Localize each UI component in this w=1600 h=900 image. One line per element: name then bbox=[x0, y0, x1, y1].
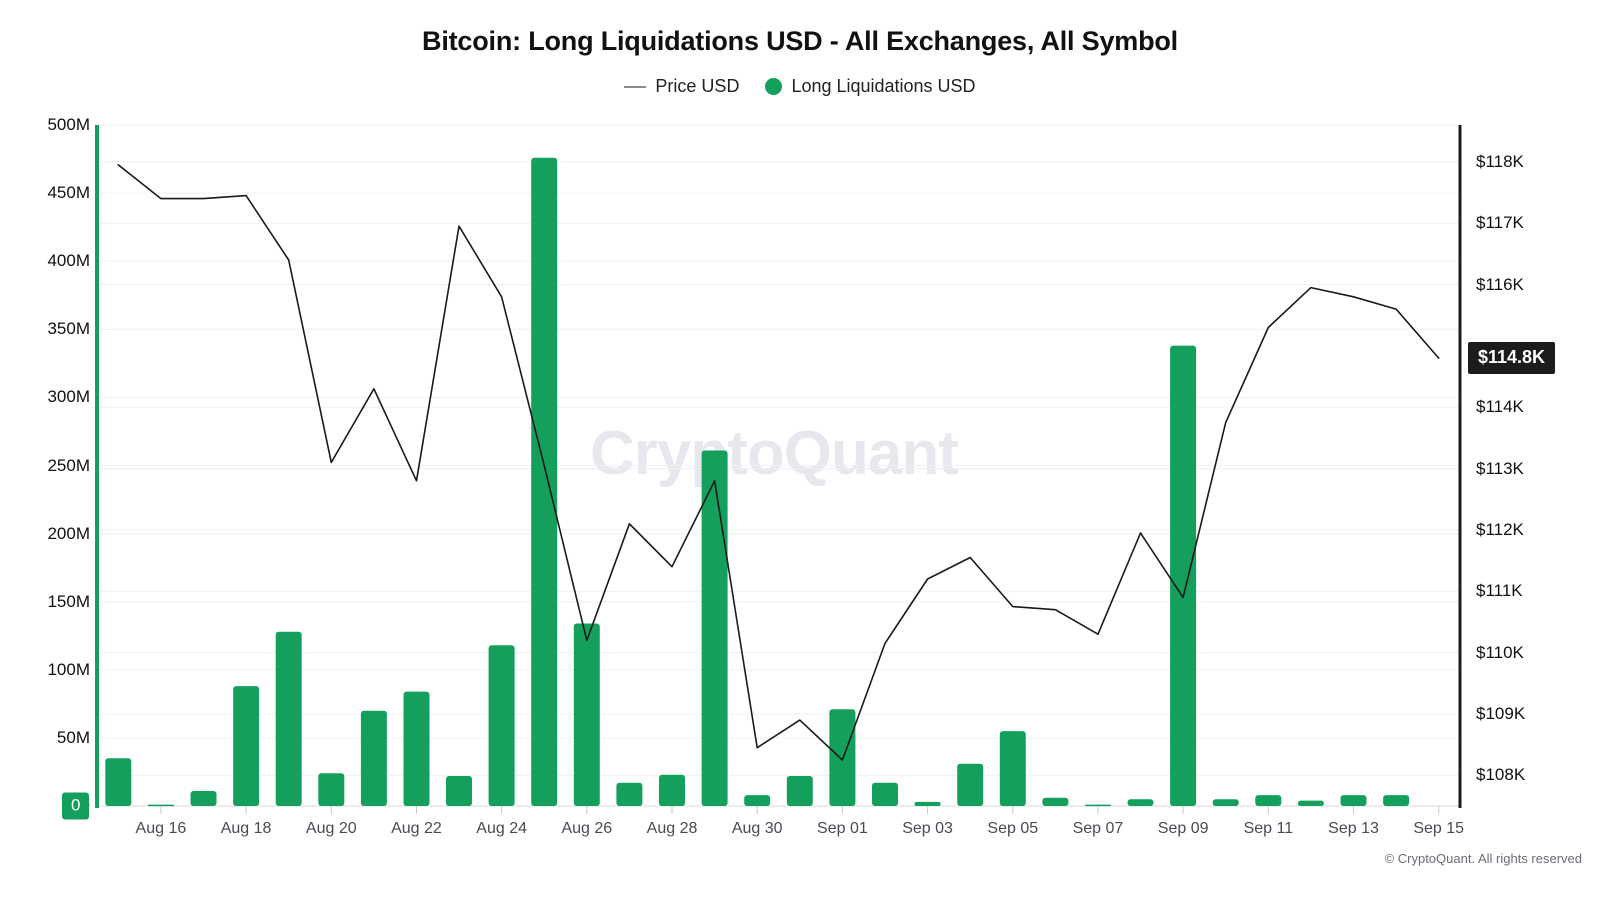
bar[interactable] bbox=[914, 801, 941, 806]
legend-item-price[interactable]: Price USD bbox=[624, 76, 739, 97]
x-tick-label: Aug 24 bbox=[476, 820, 527, 837]
y-right-tick-label: $111K bbox=[1476, 581, 1523, 601]
y-left-tick-label: 500M bbox=[47, 115, 90, 134]
legend-label-price: Price USD bbox=[655, 76, 740, 96]
line-marker-icon bbox=[624, 85, 647, 88]
bar[interactable] bbox=[1297, 800, 1324, 806]
y-right-tick-label: $109K bbox=[1476, 703, 1526, 723]
bar[interactable] bbox=[744, 795, 771, 806]
x-tick-label: Sep 11 bbox=[1243, 820, 1294, 837]
y-left-tick-label: 350M bbox=[47, 319, 90, 339]
y-left-tick-label: 250M bbox=[47, 455, 90, 475]
y-left-tick-label: 400M bbox=[47, 251, 90, 271]
bar[interactable] bbox=[105, 758, 132, 806]
x-tick-label: Aug 30 bbox=[731, 820, 783, 837]
bar[interactable] bbox=[1340, 795, 1367, 806]
bar[interactable] bbox=[872, 782, 898, 806]
y-left-tick-label: 150M bbox=[47, 591, 90, 611]
x-tick-label: Sep 05 bbox=[987, 820, 1039, 837]
bar[interactable] bbox=[786, 776, 813, 806]
y-left-tick-label: 300M bbox=[47, 387, 90, 407]
y-right-tick-label: $114K bbox=[1476, 397, 1524, 417]
copyright-footer: © CryptoQuant. All rights reserved bbox=[1384, 851, 1582, 866]
y-right-tick-label: $118K bbox=[1476, 151, 1524, 171]
x-tick-label: Aug 22 bbox=[391, 820, 442, 837]
bar[interactable] bbox=[1383, 795, 1410, 806]
y-left-tick-label: 200M bbox=[47, 523, 90, 543]
y-right-tick-label: $116K bbox=[1476, 274, 1524, 294]
y-left-tick-label: 100M bbox=[47, 659, 90, 679]
bar[interactable] bbox=[147, 804, 174, 807]
bar[interactable] bbox=[1127, 799, 1154, 806]
bar[interactable] bbox=[1170, 345, 1197, 806]
bar[interactable] bbox=[573, 623, 600, 807]
y-right-tick-label: $112K bbox=[1476, 519, 1524, 539]
x-tick-label: Sep 13 bbox=[1328, 820, 1379, 837]
legend-label-liquidations: Long Liquidations USD bbox=[791, 76, 976, 96]
bar[interactable] bbox=[360, 710, 387, 806]
bar[interactable] bbox=[233, 686, 260, 806]
y-right-tick-label: $117K bbox=[1476, 213, 1524, 233]
y-right-tick-label: $113K bbox=[1476, 458, 1524, 478]
x-tick-label: Aug 28 bbox=[646, 820, 698, 837]
x-tick-label: Sep 07 bbox=[1072, 820, 1124, 837]
circle-marker-icon bbox=[765, 78, 783, 95]
x-tick-label: Aug 26 bbox=[561, 820, 613, 837]
bar[interactable] bbox=[1042, 797, 1069, 806]
bar[interactable] bbox=[318, 773, 345, 806]
y-right-tick-label: $108K bbox=[1476, 765, 1526, 785]
x-tick-label: Sep 15 bbox=[1413, 820, 1465, 837]
price-line bbox=[117, 164, 1440, 761]
x-tick-label: Aug 16 bbox=[135, 820, 187, 837]
bar[interactable] bbox=[1255, 795, 1282, 806]
x-tick-label: Aug 20 bbox=[305, 820, 357, 837]
bar[interactable] bbox=[531, 157, 558, 806]
bar[interactable] bbox=[275, 631, 302, 806]
chart-title: Bitcoin: Long Liquidations USD - All Exc… bbox=[422, 26, 1178, 56]
bar[interactable] bbox=[1085, 804, 1111, 807]
zero-axis-badge: 0 bbox=[62, 792, 90, 820]
bar[interactable] bbox=[403, 691, 430, 806]
bar[interactable] bbox=[1212, 799, 1239, 806]
bar[interactable] bbox=[701, 450, 728, 807]
bar[interactable] bbox=[488, 645, 515, 806]
legend-item-liquidations[interactable]: Long Liquidations USD bbox=[765, 76, 976, 97]
y-left-tick-label: 450M bbox=[47, 183, 90, 203]
x-tick-label: Sep 03 bbox=[902, 820, 953, 837]
bar[interactable] bbox=[446, 776, 472, 806]
current-price-badge: $114.8K bbox=[1468, 342, 1556, 375]
y-right-tick-label: $110K bbox=[1476, 642, 1524, 662]
bar[interactable] bbox=[957, 763, 984, 806]
y-left-tick-label: 50M bbox=[56, 727, 90, 747]
bar[interactable] bbox=[999, 731, 1026, 806]
x-tick-label: Sep 09 bbox=[1157, 820, 1209, 837]
chart-legend: Price USD Long Liquidations USD bbox=[0, 76, 1600, 97]
x-tick-label: Sep 01 bbox=[817, 820, 868, 837]
bar[interactable] bbox=[659, 774, 685, 806]
bar[interactable] bbox=[829, 709, 856, 806]
bar[interactable] bbox=[616, 782, 643, 806]
bar[interactable] bbox=[190, 791, 217, 806]
x-tick-label: Aug 18 bbox=[220, 820, 272, 837]
watermark: CryptoQuant bbox=[590, 419, 959, 488]
